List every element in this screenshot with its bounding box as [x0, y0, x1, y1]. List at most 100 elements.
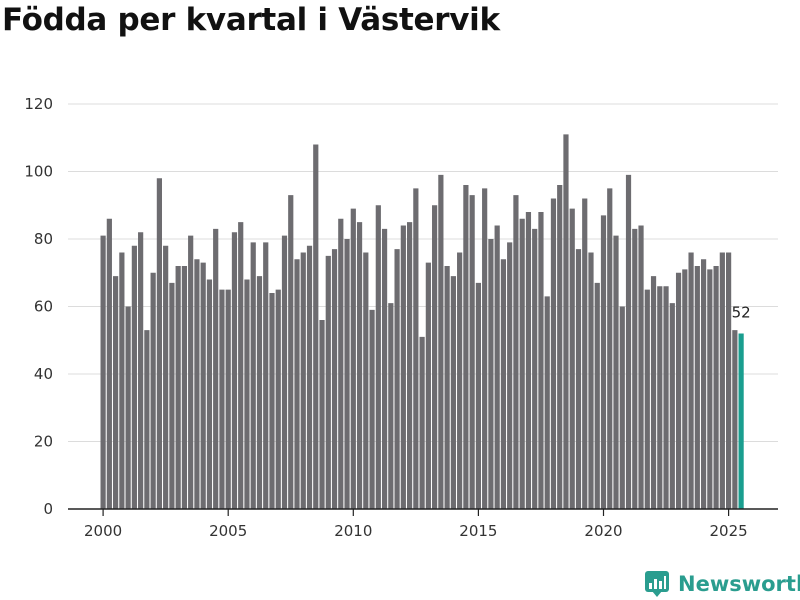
bar — [607, 188, 613, 509]
bar — [500, 259, 507, 509]
bar — [550, 198, 557, 509]
bar — [719, 252, 725, 509]
bar — [281, 235, 288, 509]
bar — [356, 222, 363, 509]
bar — [632, 228, 638, 509]
bar — [219, 289, 225, 509]
y-tick-label: 120 — [24, 95, 53, 113]
bar — [732, 330, 738, 509]
bar — [163, 245, 169, 509]
bar — [344, 239, 350, 509]
bar — [726, 252, 732, 509]
bar — [444, 266, 450, 509]
bar — [313, 144, 319, 509]
bar — [532, 228, 538, 509]
bar — [169, 282, 175, 509]
chart-title: Födda per kvartal i Västervik — [2, 2, 500, 38]
bar — [244, 279, 250, 509]
bar — [238, 222, 244, 509]
bar — [644, 289, 650, 509]
bar — [600, 215, 607, 509]
bar — [494, 225, 500, 509]
bar — [263, 242, 269, 509]
bar — [394, 249, 400, 509]
x-tick-label: 2000 — [84, 522, 122, 540]
bar — [388, 303, 394, 509]
bar — [138, 232, 144, 509]
bar — [707, 269, 713, 509]
bar — [432, 205, 438, 509]
bar — [700, 259, 707, 509]
x-tick-label: 2015 — [459, 522, 497, 540]
bar — [594, 282, 600, 509]
bar — [650, 276, 657, 509]
bar — [369, 309, 375, 509]
bar — [619, 306, 625, 509]
bar — [538, 212, 544, 509]
bar — [475, 282, 481, 509]
bar — [525, 212, 532, 509]
bar — [419, 336, 425, 509]
bar — [200, 262, 206, 509]
brand-name: Newsworthy — [678, 572, 800, 596]
bar — [425, 262, 431, 509]
bar — [638, 225, 644, 509]
bar — [588, 252, 594, 509]
bar — [300, 252, 306, 509]
y-tick-label: 40 — [34, 365, 53, 383]
bar — [463, 185, 469, 509]
bar — [381, 228, 388, 509]
bar — [713, 266, 719, 509]
bar — [625, 174, 632, 509]
bar — [294, 259, 300, 509]
x-tick-label: 2010 — [334, 522, 372, 540]
bar — [375, 205, 381, 509]
bar — [144, 330, 150, 509]
bar — [338, 218, 344, 509]
bar — [275, 289, 281, 509]
bar-highlight — [738, 333, 744, 509]
x-axis: 2000 2005 2010 2015 2020 2025 — [68, 508, 778, 540]
bar — [231, 232, 238, 509]
y-tick-label: 80 — [34, 230, 53, 248]
bar — [100, 235, 106, 509]
x-tick-label: 2005 — [209, 522, 247, 540]
bar — [457, 252, 463, 509]
bar — [113, 276, 119, 509]
x-tick-label: 2020 — [584, 522, 622, 540]
bar — [544, 296, 550, 509]
bar — [188, 235, 194, 509]
bar — [694, 266, 700, 509]
bar — [225, 289, 231, 509]
bar — [181, 266, 188, 509]
bar — [288, 195, 294, 509]
bar — [663, 286, 669, 509]
bar — [438, 174, 444, 509]
bar — [256, 276, 263, 509]
bar — [131, 245, 137, 509]
bar — [213, 228, 219, 509]
bar — [582, 198, 588, 509]
bar — [469, 195, 475, 509]
y-tick-label: 0 — [43, 500, 53, 518]
bar — [569, 208, 575, 509]
bar — [250, 242, 256, 509]
bar — [325, 255, 331, 509]
bar — [125, 306, 131, 509]
bar — [675, 272, 682, 509]
newsworthy-brand: Newsworthy — [644, 569, 800, 599]
bar — [106, 218, 112, 509]
x-tick-label: 2025 — [710, 522, 748, 540]
bar — [350, 208, 356, 509]
bar — [482, 188, 488, 509]
bar — [657, 286, 663, 509]
bar — [488, 239, 494, 509]
bar — [319, 320, 325, 509]
bar — [413, 188, 419, 509]
bar — [331, 249, 338, 509]
highlight-data-label: 52 — [732, 304, 751, 322]
bar — [450, 276, 456, 509]
bar — [507, 242, 513, 509]
bar — [150, 272, 156, 509]
bar — [519, 218, 525, 509]
